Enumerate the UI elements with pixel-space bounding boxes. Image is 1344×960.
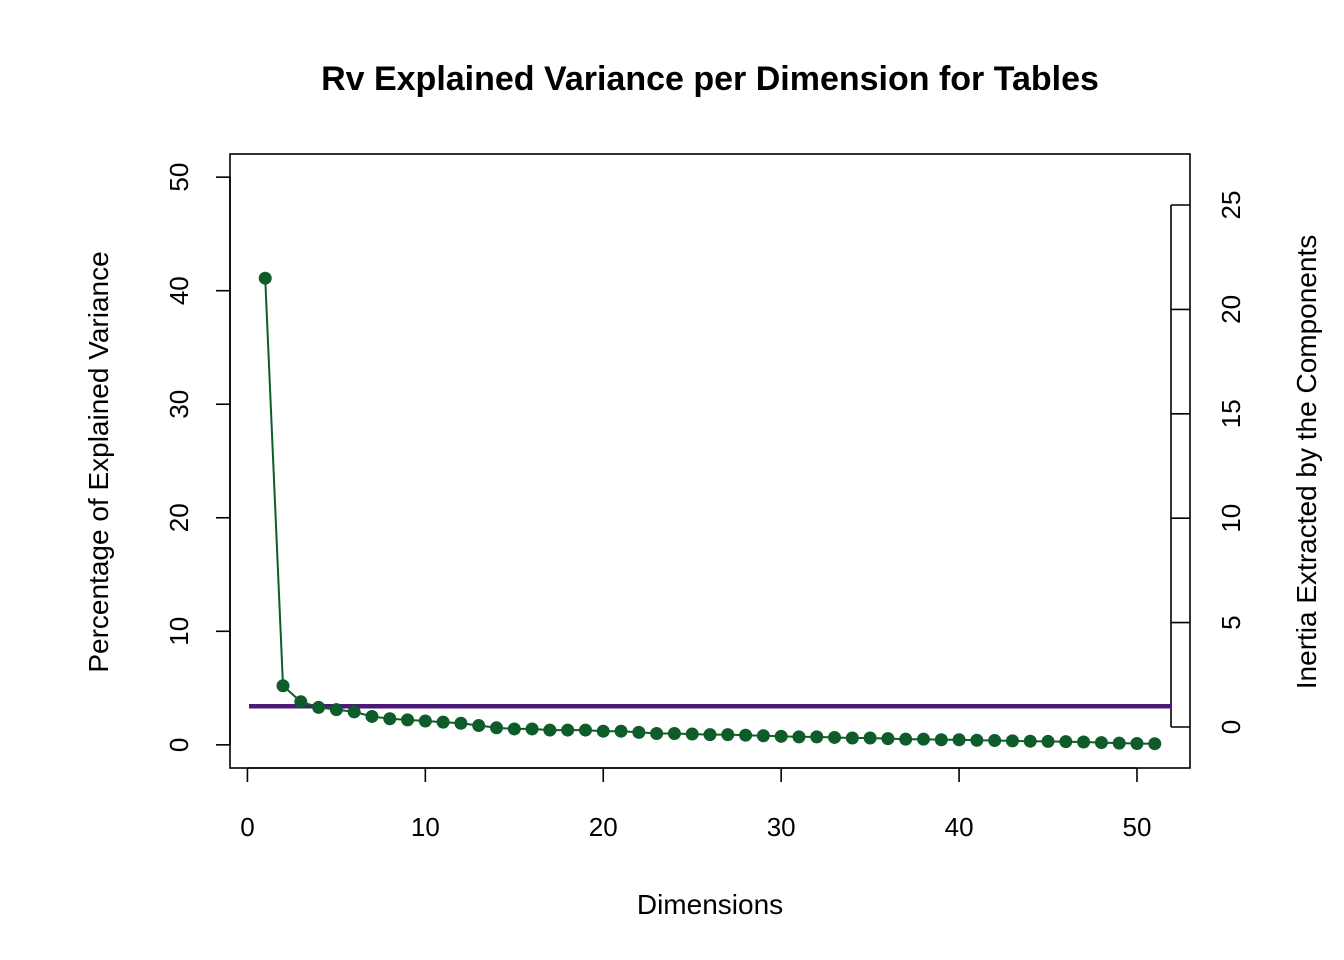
y-axis: 0 10 20 30 40 50 xyxy=(164,163,231,752)
data-point xyxy=(312,700,326,714)
chart-title: Rv Explained Variance per Dimension for … xyxy=(321,60,1099,98)
data-point xyxy=(934,733,948,747)
data-point xyxy=(863,731,877,745)
data-point xyxy=(828,730,842,744)
x-axis: 0 10 20 30 40 50 xyxy=(240,767,1152,842)
data-point xyxy=(472,719,486,733)
plot-frame xyxy=(229,153,1191,769)
data-point xyxy=(1094,736,1108,750)
y-tick-label: 0 xyxy=(164,738,194,752)
data-point xyxy=(1148,737,1162,751)
x-tick-label: 40 xyxy=(945,812,974,842)
y2-axis-label: Inertia Extracted by the Components xyxy=(1291,235,1322,689)
data-point xyxy=(1005,734,1019,748)
data-point xyxy=(739,728,753,742)
data-point xyxy=(507,722,521,736)
y2-tick-label: 5 xyxy=(1216,615,1246,629)
data-point xyxy=(970,733,984,747)
y2-tick-label: 15 xyxy=(1216,399,1246,428)
x-tick-label: 50 xyxy=(1123,812,1152,842)
data-point xyxy=(436,715,450,729)
data-point xyxy=(329,703,343,717)
x-axis-label: Dimensions xyxy=(637,889,783,920)
series-layer xyxy=(258,271,1162,751)
data-point xyxy=(596,724,610,738)
data-point xyxy=(721,728,735,742)
data-point xyxy=(347,705,361,719)
y2-tick-label: 10 xyxy=(1216,504,1246,533)
data-point xyxy=(650,726,664,740)
data-point xyxy=(383,712,397,726)
data-point xyxy=(988,734,1002,748)
data-point xyxy=(1112,736,1126,750)
y2-axis: 0 5 10 15 20 25 xyxy=(1170,191,1246,734)
data-point xyxy=(561,723,575,737)
data-point xyxy=(490,721,504,735)
data-point xyxy=(881,732,895,746)
data-point xyxy=(756,729,770,743)
y2-tick-label: 20 xyxy=(1216,295,1246,324)
data-point xyxy=(1041,734,1055,748)
data-point xyxy=(365,709,379,723)
x-tick-label: 30 xyxy=(767,812,796,842)
data-point xyxy=(952,733,966,747)
data-point xyxy=(418,714,432,728)
data-point xyxy=(614,724,628,738)
data-point xyxy=(525,722,539,736)
data-point xyxy=(401,713,415,727)
x-tick-label: 10 xyxy=(411,812,440,842)
y-tick-label: 20 xyxy=(164,503,194,532)
data-point xyxy=(899,732,913,746)
y2-tick-label: 25 xyxy=(1216,191,1246,220)
y-tick-label: 50 xyxy=(164,163,194,192)
data-point xyxy=(454,716,468,730)
data-point xyxy=(543,723,557,737)
data-point xyxy=(1077,735,1091,749)
data-point xyxy=(294,695,308,709)
y-tick-label: 10 xyxy=(164,617,194,646)
data-point xyxy=(792,730,806,744)
x-tick-label: 0 xyxy=(240,812,254,842)
data-point xyxy=(774,729,788,743)
data-point xyxy=(685,727,699,741)
data-point xyxy=(810,730,824,744)
x-tick-label: 20 xyxy=(589,812,618,842)
y2-tick-label: 0 xyxy=(1216,720,1246,734)
data-point xyxy=(578,723,592,737)
series-line xyxy=(264,278,1155,745)
data-point xyxy=(1130,736,1144,750)
data-point xyxy=(916,732,930,746)
data-point xyxy=(845,731,859,745)
data-point xyxy=(1059,735,1073,749)
data-point xyxy=(703,728,717,742)
y-axis-label: Percentage of Explained Variance xyxy=(83,251,114,672)
data-point xyxy=(276,679,290,693)
y-tick-label: 30 xyxy=(164,390,194,419)
data-point xyxy=(632,725,646,739)
y-tick-label: 40 xyxy=(164,276,194,305)
data-point xyxy=(667,726,681,740)
data-point xyxy=(1023,734,1037,748)
data-point xyxy=(258,271,272,285)
